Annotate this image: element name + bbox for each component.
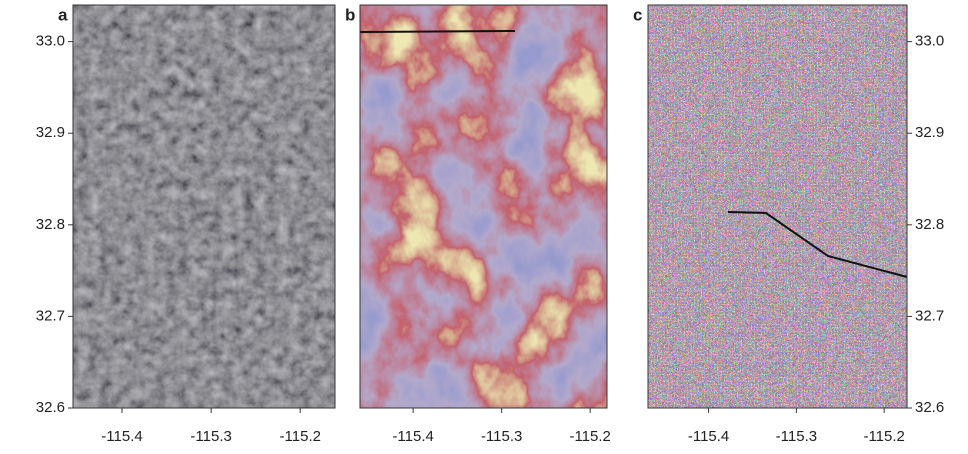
y-tick-label: 33.0 (36, 33, 65, 50)
image (648, 5, 907, 408)
image (73, 5, 335, 408)
y-tick-label: 32.7 (36, 307, 65, 324)
panel-label: a (58, 5, 68, 24)
y-tick-label: 32.6 (36, 399, 65, 416)
x-tick-label: -115.4 (392, 428, 433, 445)
x-tick-label: -115.4 (101, 428, 142, 445)
image (360, 5, 607, 408)
panel-label: b (345, 5, 355, 24)
y-tick-label: 32.9 (915, 124, 944, 141)
y-tick-label: 32.9 (36, 124, 65, 141)
x-tick-label: -115.3 (776, 428, 817, 445)
figure: a -115.4 -115.3 -115.2 32.6 32.7 32.8 32.9 33.0 b… (0, 0, 968, 449)
panel-label: c (633, 5, 642, 24)
y-tick-label: 32.6 (915, 399, 944, 416)
x-tick-label: -115.2 (280, 428, 321, 445)
x-tick-label: -115.2 (863, 428, 904, 445)
fault-trace (360, 31, 515, 32)
y-tick-label: 32.8 (915, 216, 944, 233)
y-tick-label: 32.8 (36, 216, 65, 233)
x-tick-label: -115.3 (190, 428, 231, 445)
x-tick-label: -115.3 (481, 428, 522, 445)
y-tick-label: 32.7 (915, 307, 944, 324)
y-tick-label: 33.0 (915, 33, 944, 50)
panels: a -115.4 -115.3 -115.2 32.6 32.7 32.8 32.9 33.0 b… (36, 5, 944, 445)
x-tick-label: -115.4 (688, 428, 729, 445)
x-tick-label: -115.2 (569, 428, 610, 445)
